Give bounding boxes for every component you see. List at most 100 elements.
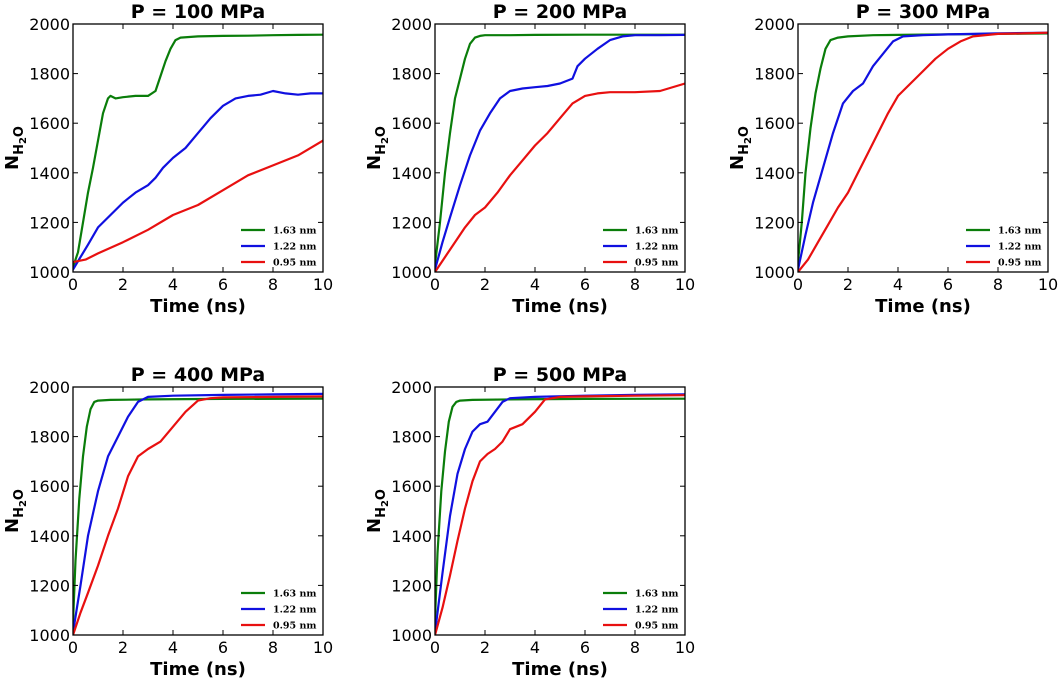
y-tick-label: 1800 (754, 65, 795, 84)
chart-panel-2: 0 2 4 6 8 10 1000 1200 1400 1600 1800 2000 P = 200 M… (364, 1, 695, 317)
series-line-1-63-nm (73, 397, 323, 624)
plot-frame (797, 23, 1049, 273)
y-axis-label: NH2O (364, 126, 391, 170)
series-line-1-63-nm (435, 397, 685, 622)
y-tick-label: 1200 (29, 213, 70, 232)
chart-title: P = 100 MPa (131, 1, 266, 23)
legend-label: 1.22 nm (998, 242, 1041, 253)
x-tick-label: 2 (480, 638, 490, 657)
y-tick-label: 1000 (29, 626, 70, 645)
x-tick-label: 0 (430, 638, 440, 657)
x-tick-label: 6 (580, 275, 590, 294)
legend-label: 1.22 nm (273, 242, 316, 253)
x-tick-label: 2 (118, 638, 128, 657)
x-axis-label: Time (ns) (512, 296, 608, 317)
legend-label: 1.22 nm (635, 605, 678, 616)
series-line-0-95-nm (73, 139, 323, 264)
y-tick-label: 1800 (29, 428, 70, 447)
series-line-1-63-nm (435, 33, 685, 266)
x-tick-label: 4 (168, 638, 178, 657)
legend-label: 1.63 nm (635, 226, 678, 237)
chart-panel-5: 0 2 4 6 8 10 1000 1200 1400 1600 1800 2000 P = 500 M… (364, 364, 695, 680)
x-tick-label: 0 (68, 275, 78, 294)
legend-label: 0.95 nm (635, 621, 678, 632)
series-line-1-22-nm (73, 89, 323, 271)
plot-frame (434, 23, 686, 273)
legend-label: 1.63 nm (635, 589, 678, 600)
x-tick-label: 10 (675, 275, 695, 294)
series-line-1-63-nm (73, 33, 323, 269)
y-tick-label: 1800 (391, 428, 432, 447)
y-tick-label: 1400 (391, 164, 432, 183)
y-tick-label: 2000 (29, 378, 70, 397)
y-tick-label: 1000 (391, 263, 432, 282)
y-tick-label: 1000 (29, 263, 70, 282)
x-tick-label: 4 (530, 275, 540, 294)
y-tick-label: 1200 (754, 213, 795, 232)
y-tick-label: 1400 (29, 527, 70, 546)
y-tick-label: 1800 (29, 65, 70, 84)
x-axis-label: Time (ns) (512, 659, 608, 680)
plot-frame (72, 386, 324, 636)
x-axis-label: Time (ns) (150, 659, 246, 680)
y-tick-label: 1200 (391, 576, 432, 595)
y-axis-label: NH2O (727, 126, 754, 170)
series-line-1-22-nm (798, 31, 1048, 271)
y-tick-label: 2000 (391, 15, 432, 34)
legend-label: 0.95 nm (273, 621, 316, 632)
chart-panel-4: 0 2 4 6 8 10 1000 1200 1400 1600 1800 2000 P = 400 M… (2, 364, 333, 680)
legend-label: 1.63 nm (998, 226, 1041, 237)
series-line-0-95-nm (435, 82, 685, 272)
x-tick-label: 8 (630, 638, 640, 657)
y-tick-label: 2000 (29, 15, 70, 34)
x-tick-label: 2 (118, 275, 128, 294)
plot-frame (72, 23, 324, 273)
y-tick-label: 1600 (391, 114, 432, 133)
series-line-1-22-nm (73, 392, 323, 634)
chart-title: P = 400 MPa (131, 364, 266, 386)
x-tick-label: 0 (430, 275, 440, 294)
series-line-0-95-nm (73, 395, 323, 635)
x-tick-label: 8 (268, 638, 278, 657)
x-axis-label: Time (ns) (150, 296, 246, 317)
y-tick-label: 1000 (391, 626, 432, 645)
y-axis-label: NH2O (364, 489, 391, 533)
x-tick-label: 6 (218, 275, 228, 294)
x-tick-label: 6 (580, 638, 590, 657)
y-axis-label: NH2O (2, 126, 29, 170)
x-axis-label: Time (ns) (875, 296, 971, 317)
y-tick-label: 1600 (754, 114, 795, 133)
legend-label: 1.63 nm (273, 226, 316, 237)
legend-label: 1.22 nm (273, 605, 316, 616)
y-tick-label: 1400 (391, 527, 432, 546)
y-tick-label: 1800 (391, 65, 432, 84)
x-tick-label: 4 (530, 638, 540, 657)
x-tick-label: 2 (480, 275, 490, 294)
y-tick-label: 1200 (29, 576, 70, 595)
chart-title: P = 300 MPa (856, 1, 991, 23)
legend-label: 0.95 nm (273, 258, 316, 269)
chart-title: P = 500 MPa (493, 364, 628, 386)
x-tick-label: 0 (793, 275, 803, 294)
legend-label: 0.95 nm (998, 258, 1041, 269)
x-tick-label: 4 (893, 275, 903, 294)
series-line-1-22-nm (435, 33, 685, 271)
y-tick-label: 1600 (29, 477, 70, 496)
chart-panel-3: 0 2 4 6 8 10 1000 1200 1400 1600 1800 2000 P = 300 M… (727, 1, 1058, 317)
chart-panel-1: 0 2 4 6 8 10 1000 1200 1400 1600 1800 2000 P = 100 M… (2, 1, 333, 317)
x-tick-label: 6 (943, 275, 953, 294)
y-tick-label: 1600 (391, 477, 432, 496)
x-tick-label: 6 (218, 638, 228, 657)
x-tick-label: 0 (68, 638, 78, 657)
x-tick-label: 10 (313, 638, 333, 657)
x-tick-label: 8 (993, 275, 1003, 294)
y-tick-label: 2000 (754, 15, 795, 34)
series-line-0-95-nm (798, 31, 1048, 272)
y-tick-label: 1200 (391, 213, 432, 232)
x-tick-label: 10 (313, 275, 333, 294)
y-axis-label: NH2O (2, 489, 29, 533)
x-tick-label: 8 (630, 275, 640, 294)
y-tick-label: 1400 (29, 164, 70, 183)
y-tick-label: 2000 (391, 378, 432, 397)
